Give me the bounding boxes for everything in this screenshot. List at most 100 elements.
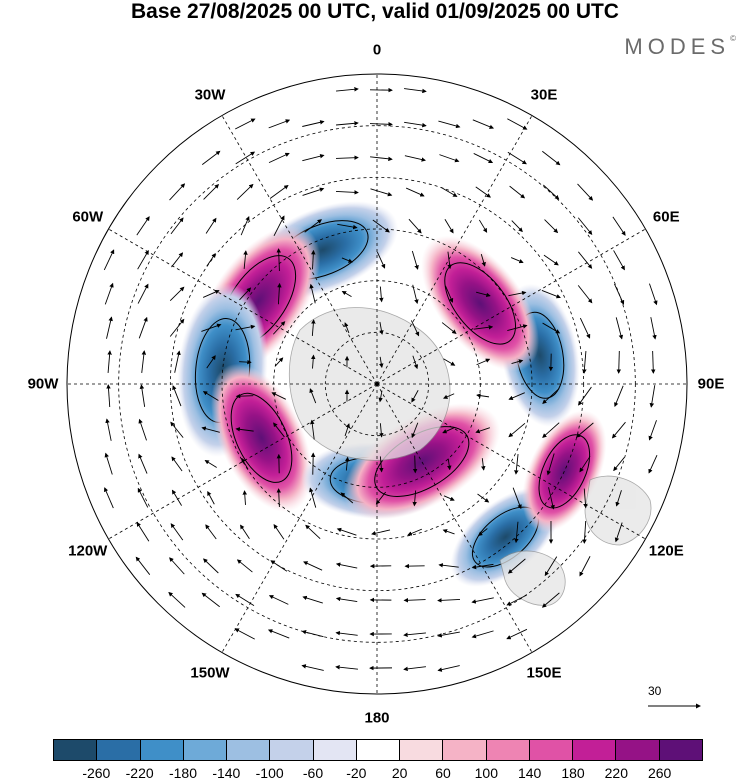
colorbar-swatch [658, 740, 702, 760]
wind-arrow [240, 216, 250, 236]
wind-arrow [507, 151, 527, 165]
wind-arrow [508, 422, 526, 438]
wind-arrow [507, 324, 528, 331]
colorbar-tick-label: -20 [346, 765, 367, 781]
lon-label-30w: 30W [194, 86, 226, 104]
colorbar-tick-label: -140 [212, 765, 241, 781]
wind-arrow [403, 666, 426, 672]
wind-arrow [239, 287, 252, 301]
wind-arrow [442, 529, 455, 535]
wind-arrow [514, 521, 519, 544]
wind-arrow [616, 350, 622, 374]
wind-arrow [544, 556, 558, 577]
colorbar-tick-label: 60 [435, 765, 451, 781]
wind-arrow [103, 249, 115, 271]
wind-arrow [268, 595, 289, 605]
wind-arrow [171, 252, 184, 268]
reference-vector-label: 30 [648, 684, 662, 698]
wind-arrow [269, 184, 289, 199]
wind-arrow [512, 487, 522, 510]
wind-arrow [481, 458, 486, 471]
wind-arrow [302, 595, 323, 604]
wind-arrow [139, 384, 146, 407]
colorbar-swatch [528, 740, 573, 760]
lon-label-60e: 60E [652, 208, 680, 226]
colorbar-swatch [442, 740, 486, 760]
wind-arrow [235, 593, 255, 606]
wind-arrow [650, 350, 656, 374]
wind-arrow [309, 388, 317, 404]
wind-arrow [542, 322, 561, 334]
wind-arrow [236, 559, 253, 573]
wind-arrow [579, 556, 591, 577]
wind-arrow [303, 561, 323, 571]
wind-arrow [444, 219, 454, 234]
wind-arrow [478, 219, 488, 233]
latitude-circle [324, 331, 430, 437]
colorbar-swatch [615, 740, 659, 760]
wind-arrow [578, 251, 593, 269]
latitude-circle [118, 125, 636, 643]
wind-arrow [578, 386, 592, 406]
wind-arrow [511, 220, 523, 233]
colorbar-tick-label: 180 [561, 765, 585, 781]
wind-arrow [615, 317, 624, 340]
wind-arrow [135, 556, 151, 575]
wind-arrow [341, 257, 353, 263]
latitude-circle [169, 176, 585, 592]
colorbar-tick-label: -260 [82, 765, 111, 781]
wind-arrow [241, 457, 249, 470]
wind-arrow [170, 523, 184, 541]
wind-arrow [613, 250, 625, 271]
lon-label-120w: 120W [68, 542, 108, 560]
wind-arrow [411, 250, 419, 270]
wind-arrow [437, 598, 461, 603]
wind-arrow [302, 120, 325, 127]
wind-arrow [137, 250, 149, 270]
colorbar-swatch [399, 740, 443, 760]
wind-arrow [375, 491, 386, 505]
lon-label-150w: 150W [190, 664, 230, 682]
wind-arrow [235, 427, 254, 432]
wind-arrow [410, 320, 420, 337]
wind-arrow [335, 562, 358, 569]
wind-arrow [104, 452, 113, 475]
wind-arrow [168, 591, 186, 608]
wind-arrow [649, 283, 658, 306]
wind-arrow [203, 558, 219, 574]
colorbar-swatch [139, 740, 183, 760]
wind-arrow [508, 290, 527, 297]
wind-arrow [201, 426, 220, 433]
wind-arrow [370, 156, 393, 162]
wind-arrow [202, 391, 219, 401]
wind-arrow [473, 325, 494, 330]
wind-arrow [475, 186, 491, 198]
wind-arrow [105, 418, 112, 441]
wind-arrow [136, 216, 150, 236]
anomaly-positive-9 [421, 235, 540, 372]
wind-arrow [544, 219, 559, 234]
wind-arrow [169, 286, 185, 302]
wind-arrow [471, 563, 494, 570]
lon-label-120e: 120E [648, 542, 684, 560]
brand-name: MODES [624, 34, 731, 59]
wind-arrow [376, 251, 386, 269]
graticule [67, 74, 687, 694]
wind-arrow [234, 628, 255, 640]
wind-arrow [344, 423, 350, 437]
wind-arrow [404, 155, 426, 162]
colorbar-tick-label: 140 [517, 765, 542, 781]
wind-arrow [476, 358, 491, 366]
wind-arrow [273, 422, 285, 438]
colorbar-swatch [355, 740, 400, 760]
wind-arrow [379, 423, 384, 438]
wind-arrow [506, 594, 528, 606]
wind-vectors [103, 87, 658, 672]
lon-label-150e: 150E [526, 664, 562, 682]
wind-arrow [441, 187, 458, 197]
pole-marker [375, 382, 379, 386]
colorbar-swatch [269, 740, 313, 760]
colorbar-tick-label: 100 [474, 765, 499, 781]
wind-arrow [575, 422, 594, 438]
